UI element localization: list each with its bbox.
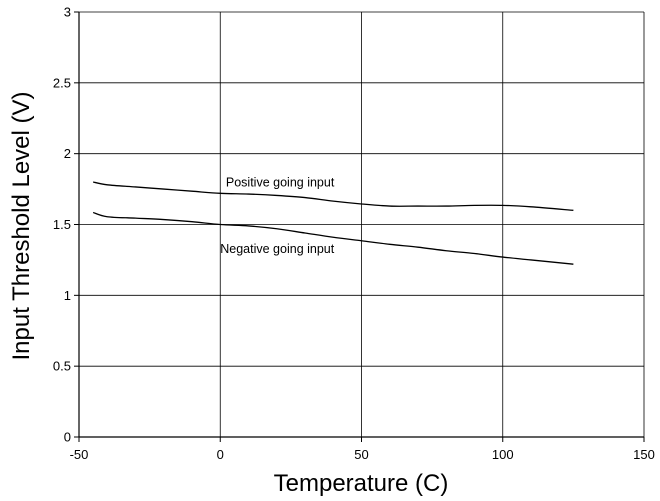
x-axis-title: Temperature (C) [274, 470, 449, 497]
x-tick-label: -50 [70, 447, 89, 462]
y-tick-label: 1.5 [53, 217, 71, 232]
y-tick-label: 2 [64, 146, 71, 161]
x-tick-label: 150 [633, 447, 655, 462]
annotation-label: Positive going input [226, 175, 335, 189]
grid [78, 11, 645, 438]
y-tick-label: 1 [64, 288, 71, 303]
annotation-label: Negative going input [220, 242, 334, 256]
x-tick-label: 0 [217, 447, 224, 462]
annotations: Positive going input Negative going input [220, 175, 335, 256]
y-tick-label: 0 [64, 430, 71, 445]
y-tick-label: 0.5 [53, 359, 71, 374]
y-tick-label: 3 [64, 5, 71, 20]
axes [74, 11, 645, 442]
y-tick-label: 2.5 [53, 75, 71, 90]
x-tick-label: 100 [492, 447, 514, 462]
series-lines [92, 181, 574, 265]
y-axis-title: Input Threshold Level (V) [8, 91, 35, 360]
x-tick-label: 50 [354, 447, 368, 462]
series-line-negative [92, 211, 574, 265]
tick-labels: 0 0.5 1 1.5 2 2.5 3 -50 0 50 100 150 [53, 5, 655, 463]
series-line-positive [92, 181, 574, 211]
